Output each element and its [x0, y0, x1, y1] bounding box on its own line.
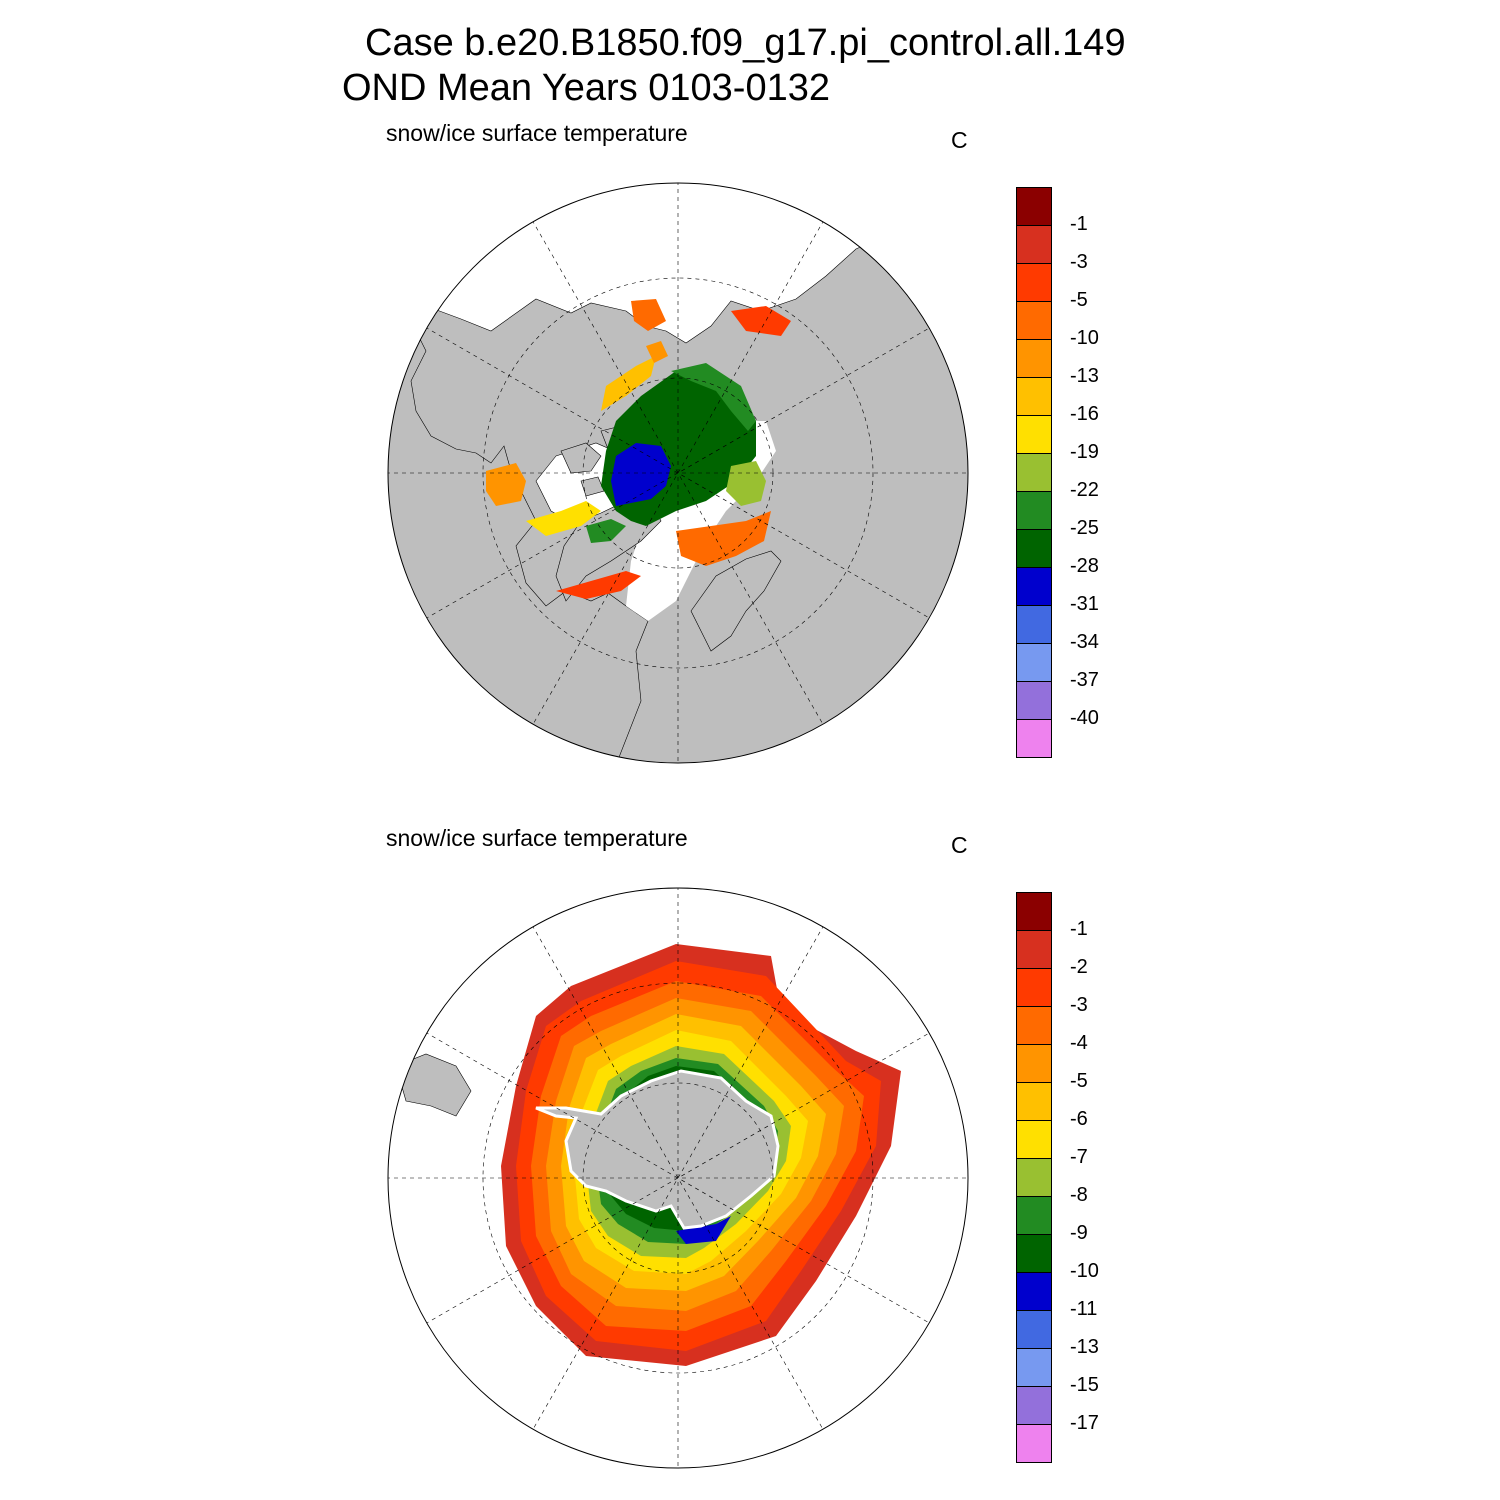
north-colorbar-label: -22	[1070, 479, 1099, 501]
panel-south-label: snow/ice surface temperature	[386, 825, 688, 851]
north-colorbar-label: -25	[1070, 517, 1099, 539]
north-colorbar-label: -13	[1070, 365, 1099, 387]
panel-north-units: C	[951, 127, 968, 153]
north-colorbar-box	[1016, 491, 1052, 529]
panel-north-label: snow/ice surface temperature	[386, 120, 688, 146]
south-colorbar-label: -13	[1070, 1336, 1099, 1358]
south-colorbar-box	[1016, 1044, 1052, 1082]
north-colorbar	[1016, 187, 1052, 758]
south-colorbar-label: -10	[1070, 1260, 1099, 1282]
north-colorbar-label: -40	[1070, 707, 1099, 729]
south-colorbar	[1016, 892, 1052, 1463]
south-colorbar-box	[1016, 1272, 1052, 1310]
south-colorbar-box	[1016, 892, 1052, 930]
south-america-land	[395, 1053, 472, 1117]
south-colorbar-box	[1016, 930, 1052, 968]
south-colorbar-label: -17	[1070, 1412, 1099, 1434]
north-colorbar-box	[1016, 681, 1052, 719]
south-graticule	[388, 888, 968, 1468]
south-colorbar-box	[1016, 1310, 1052, 1348]
north-colorbar-label: -16	[1070, 403, 1099, 425]
south-colorbar-box	[1016, 1196, 1052, 1234]
north-colorbar-label: -34	[1070, 631, 1099, 653]
north-colorbar-label: -19	[1070, 441, 1099, 463]
north-colorbar-label: -28	[1070, 555, 1099, 577]
south-colorbar-label: -1	[1070, 918, 1088, 940]
north-colorbar-box	[1016, 529, 1052, 567]
north-colorbar-box	[1016, 415, 1052, 453]
south-colorbar-label: -6	[1070, 1108, 1088, 1130]
north-colorbar-box	[1016, 377, 1052, 415]
south-colorbar-label: -3	[1070, 994, 1088, 1016]
figure-title-line1: Case b.e20.B1850.f09_g17.pi_control.all.…	[365, 22, 1126, 64]
south-colorbar-label: -2	[1070, 956, 1088, 978]
south-colorbar-label: -4	[1070, 1032, 1088, 1054]
north-colorbar-box	[1016, 187, 1052, 225]
north-graticule	[388, 183, 968, 763]
south-colorbar-label: -15	[1070, 1374, 1099, 1396]
north-sea-ice	[486, 299, 791, 599]
north-colorbar-label: -31	[1070, 593, 1099, 615]
south-colorbar-label: -5	[1070, 1070, 1088, 1092]
panel-south-units: C	[951, 832, 968, 858]
north-colorbar-box	[1016, 263, 1052, 301]
north-colorbar-box	[1016, 643, 1052, 681]
north-colorbar-box	[1016, 301, 1052, 339]
south-colorbar-box	[1016, 1348, 1052, 1386]
north-colorbar-label: -10	[1070, 327, 1099, 349]
north-colorbar-label: -3	[1070, 251, 1088, 273]
north-colorbar-box	[1016, 567, 1052, 605]
south-colorbar-box	[1016, 1234, 1052, 1272]
south-colorbar-box	[1016, 1158, 1052, 1196]
south-polar-map	[387, 887, 969, 1469]
north-colorbar-label: -5	[1070, 289, 1088, 311]
north-colorbar-box	[1016, 225, 1052, 263]
south-colorbar-label: -9	[1070, 1222, 1088, 1244]
south-colorbar-box	[1016, 968, 1052, 1006]
north-colorbar-box	[1016, 339, 1052, 377]
north-colorbar-label: -1	[1070, 213, 1088, 235]
south-colorbar-label: -8	[1070, 1184, 1088, 1206]
south-colorbar-label: -11	[1070, 1298, 1098, 1320]
south-colorbar-box	[1016, 1120, 1052, 1158]
north-colorbar-box	[1016, 453, 1052, 491]
north-map-border	[387, 182, 969, 764]
south-colorbar-box	[1016, 1424, 1052, 1463]
figure-title-line2: OND Mean Years 0103-0132	[342, 67, 830, 109]
south-colorbar-box	[1016, 1006, 1052, 1044]
south-map-border	[387, 887, 969, 1469]
north-colorbar-box	[1016, 719, 1052, 758]
south-colorbar-box	[1016, 1082, 1052, 1120]
antarctica-land	[535, 1069, 780, 1230]
north-colorbar-label: -37	[1070, 669, 1099, 691]
south-colorbar-label: -7	[1070, 1146, 1088, 1168]
north-colorbar-box	[1016, 605, 1052, 643]
north-polar-map	[387, 182, 969, 764]
south-colorbar-box	[1016, 1386, 1052, 1424]
